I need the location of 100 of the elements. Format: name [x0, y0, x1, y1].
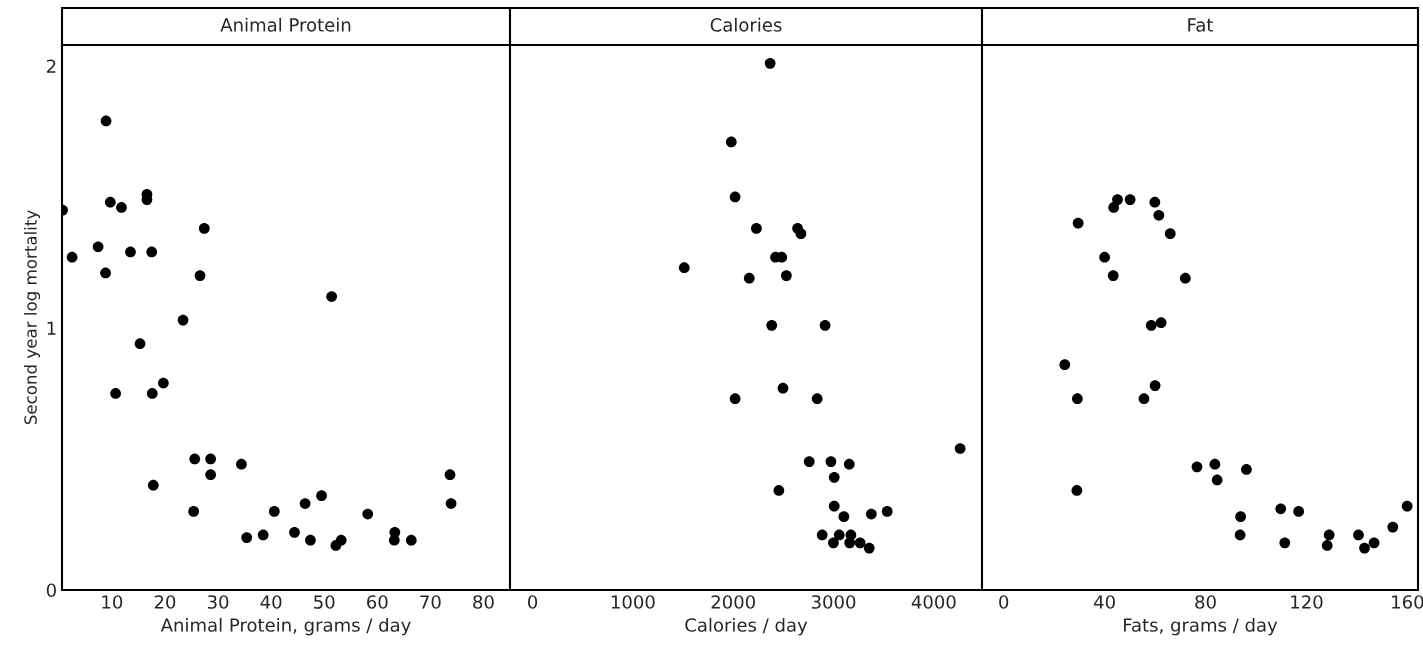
chart-title: Calories — [710, 17, 782, 32]
point — [1145, 319, 1157, 331]
point — [854, 537, 866, 549]
point — [289, 526, 300, 538]
point — [125, 246, 136, 258]
point — [1108, 202, 1120, 213]
point — [445, 498, 457, 509]
point — [1234, 529, 1246, 541]
point — [194, 270, 206, 281]
point — [146, 388, 158, 399]
point — [1209, 458, 1221, 470]
point — [1275, 503, 1287, 515]
point — [833, 529, 845, 541]
point — [1179, 272, 1191, 284]
point — [1241, 464, 1252, 475]
point — [100, 115, 112, 127]
point — [1321, 540, 1333, 551]
x-tick-label: 80 — [1195, 595, 1216, 609]
x-tick-label: 1000 — [611, 595, 655, 609]
point — [865, 508, 877, 520]
point — [1059, 359, 1071, 371]
x-tick-label: 160 — [1392, 595, 1423, 609]
point — [1211, 474, 1223, 486]
point — [781, 270, 792, 281]
point — [198, 223, 210, 234]
point — [1155, 317, 1167, 329]
point — [1099, 251, 1110, 263]
point — [1149, 196, 1161, 208]
point — [743, 272, 755, 284]
point — [825, 456, 837, 467]
point — [751, 223, 762, 234]
y-axis-title: Second year log mortality — [23, 210, 41, 425]
point — [777, 382, 789, 394]
x-tick-label: 3000 — [811, 595, 856, 609]
point — [305, 534, 316, 546]
point — [844, 537, 856, 549]
y-tick-label: 0 — [46, 583, 56, 598]
point — [134, 338, 146, 350]
point — [299, 498, 311, 509]
point — [257, 529, 269, 541]
chart-title: Fat — [1188, 18, 1214, 32]
point — [147, 479, 159, 491]
x-tick-label: 2000 — [711, 595, 755, 609]
point — [1235, 511, 1246, 523]
x-tick-label: 60 — [367, 595, 388, 609]
point — [1323, 529, 1335, 541]
point — [444, 469, 456, 481]
point — [188, 506, 200, 517]
point — [189, 453, 201, 465]
point — [146, 246, 158, 258]
point — [1293, 506, 1305, 517]
point — [205, 469, 216, 481]
point — [816, 529, 828, 541]
point — [1164, 228, 1176, 240]
point — [158, 377, 169, 389]
point — [1279, 537, 1291, 549]
point — [1387, 521, 1399, 533]
x-tick-label: 10 — [102, 595, 123, 609]
x-axis-title: Calories / day — [685, 617, 808, 636]
point — [766, 319, 778, 331]
point — [1359, 542, 1370, 554]
point — [92, 241, 104, 253]
point — [954, 443, 966, 454]
x-axis-title: Animal Protein, grams / day — [160, 617, 411, 636]
point — [811, 393, 823, 405]
point — [1124, 194, 1136, 205]
x-tick-label: 0 — [999, 595, 1009, 609]
point — [110, 388, 121, 399]
point — [1072, 217, 1084, 229]
point — [405, 534, 417, 546]
point — [335, 534, 347, 546]
x-axis-title: Fats, grams / day — [1124, 617, 1278, 636]
point — [362, 508, 374, 520]
x-tick-label: 20 — [154, 595, 176, 609]
point — [1071, 485, 1083, 496]
point — [177, 314, 189, 326]
point — [819, 319, 831, 331]
point — [863, 542, 875, 554]
point — [1401, 500, 1413, 512]
point — [1138, 393, 1150, 405]
x-tick-label: 30 — [207, 595, 229, 609]
point — [236, 458, 247, 470]
point — [1368, 537, 1380, 549]
x-tick-label: 40 — [260, 595, 282, 609]
x-tick-label: 50 — [314, 595, 335, 609]
point — [764, 57, 776, 69]
x-tick-label: 0 — [528, 595, 538, 609]
point — [729, 393, 741, 405]
point — [828, 537, 839, 549]
point — [725, 136, 737, 148]
x-tick-label: 70 — [420, 595, 441, 609]
chart-title: Animal Protein — [220, 17, 351, 32]
point — [316, 490, 327, 502]
x-tick-label: 120 — [1291, 595, 1323, 609]
point — [881, 506, 893, 517]
x-tick-label: 4000 — [911, 595, 956, 609]
point — [241, 532, 253, 543]
point — [100, 267, 111, 279]
point — [838, 511, 850, 523]
point — [104, 196, 116, 208]
